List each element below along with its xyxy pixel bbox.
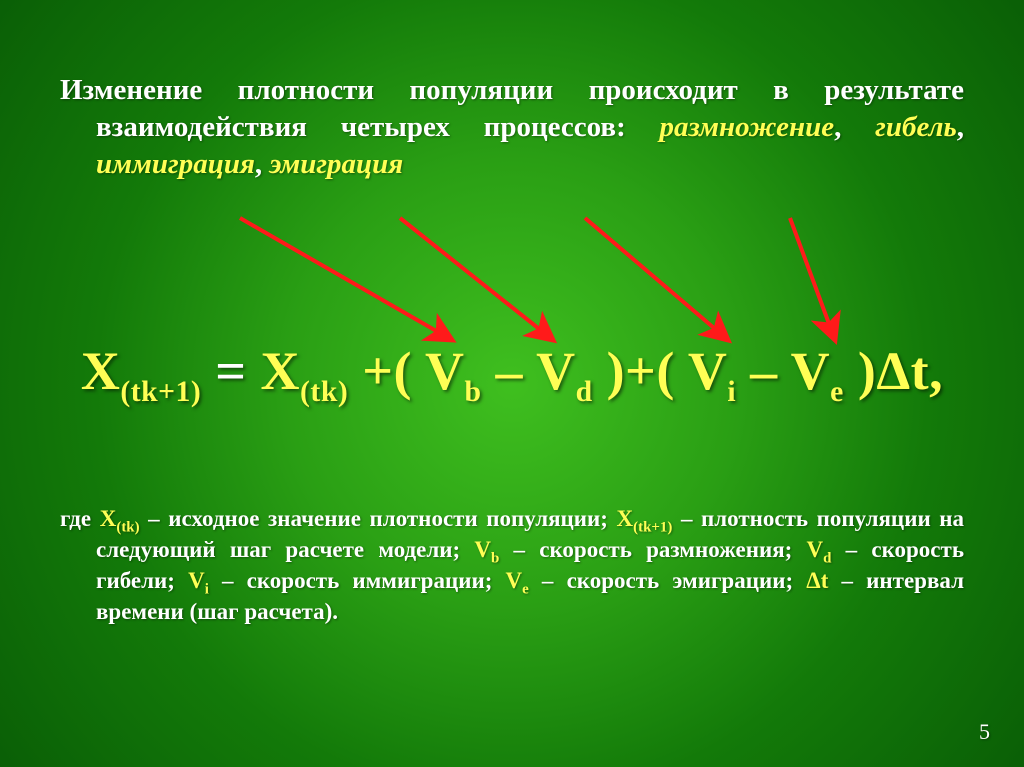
f-eq: = bbox=[215, 341, 260, 401]
legend-where: где bbox=[60, 506, 100, 531]
term-immigration: иммиграция bbox=[96, 148, 255, 180]
f-ve-sub: e bbox=[830, 376, 844, 408]
leg-xtk1-sub: (tk+1) bbox=[633, 520, 672, 536]
leg-dt: Δt bbox=[806, 568, 828, 593]
f-delta: Δ bbox=[876, 341, 910, 401]
f-vb-sub: b bbox=[465, 376, 482, 408]
term-sep-3: , bbox=[255, 148, 270, 180]
f-vb-base: V bbox=[425, 341, 465, 401]
f-vd-sub: d bbox=[576, 376, 593, 408]
f-close: ) bbox=[858, 341, 876, 401]
leg-ve-txt: – скорость эмиграции; bbox=[542, 568, 806, 593]
term-reproduction: размножение bbox=[660, 111, 835, 143]
leg-vi-base: V bbox=[188, 568, 205, 593]
leg-vb-sub: b bbox=[491, 551, 499, 567]
f-plus1: +( bbox=[362, 341, 412, 401]
arrow-line bbox=[400, 218, 553, 340]
leg-vd-sub: d bbox=[823, 551, 831, 567]
leg-vb-txt: – скорость размножения; bbox=[514, 537, 807, 562]
f-t: t, bbox=[911, 341, 943, 401]
f-minus2: – bbox=[750, 341, 778, 401]
leg-xtk-sub: (tk) bbox=[116, 520, 139, 536]
leg-xtk-base: X bbox=[100, 506, 117, 531]
term-death: гибель bbox=[875, 111, 957, 143]
f-xtk-sub: (tk) bbox=[300, 376, 348, 408]
arrow-line bbox=[585, 218, 728, 340]
f-lhs-base: X bbox=[81, 341, 121, 401]
f-vd-base: V bbox=[536, 341, 576, 401]
arrow-line bbox=[790, 218, 835, 340]
term-sep-1: , bbox=[834, 111, 875, 143]
legend-paragraph: где X(tk) – исходное значение плотности … bbox=[60, 503, 964, 627]
term-emigration: эмиграция bbox=[269, 148, 403, 180]
page-number: 5 bbox=[979, 719, 990, 745]
slide: Изменение плотности популяции происходит… bbox=[0, 0, 1024, 767]
formula: X(tk+1) = X(tk) +( Vb – Vd )+( Vi – Ve )… bbox=[0, 340, 1024, 402]
arrow-line bbox=[240, 218, 452, 340]
f-vi-base: V bbox=[688, 341, 728, 401]
f-ve-base: V bbox=[791, 341, 831, 401]
leg-vi-txt: – скорость иммиграции; bbox=[222, 568, 506, 593]
leg-ve-sub: e bbox=[522, 582, 529, 598]
f-lhs-sub: (tk+1) bbox=[120, 376, 201, 408]
leg-vi-sub: i bbox=[205, 582, 209, 598]
f-xtk-base: X bbox=[261, 341, 301, 401]
leg-vd-base: V bbox=[807, 537, 824, 562]
intro-paragraph: Изменение плотности популяции происходит… bbox=[60, 72, 964, 183]
term-sep-2: , bbox=[957, 111, 964, 143]
leg-xtk-txt: – исходное значение плотности популяции; bbox=[148, 506, 616, 531]
leg-xtk1-base: X bbox=[617, 506, 634, 531]
leg-ve-base: V bbox=[506, 568, 523, 593]
f-close-plus: )+( bbox=[607, 341, 675, 401]
leg-vb-base: V bbox=[474, 537, 491, 562]
f-vi-sub: i bbox=[727, 376, 736, 408]
f-minus1: – bbox=[496, 341, 524, 401]
